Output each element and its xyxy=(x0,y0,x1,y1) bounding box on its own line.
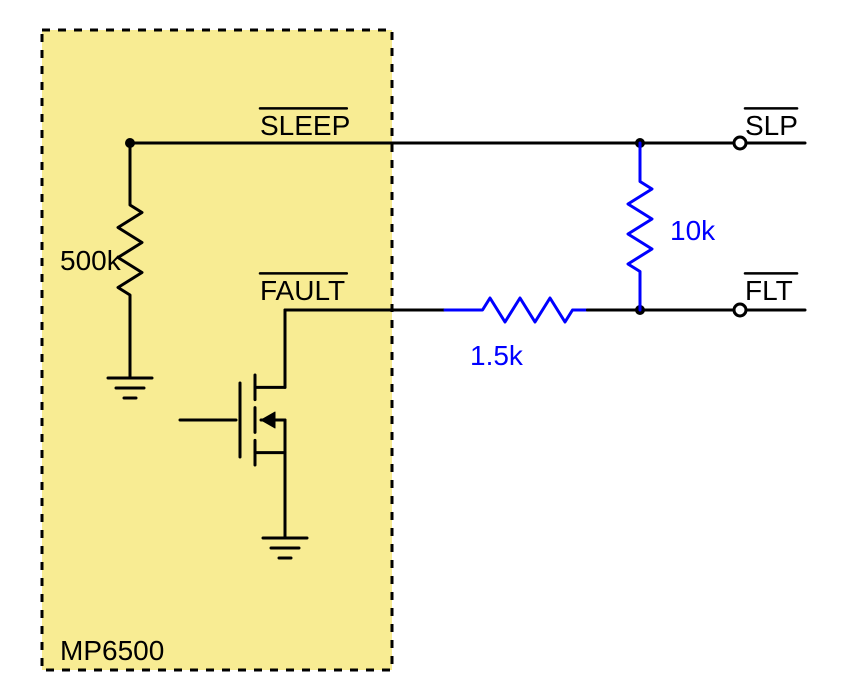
label-slp: SLP xyxy=(745,110,798,141)
label-r1-5k: 1.5k xyxy=(470,340,524,371)
label-r10k: 10k xyxy=(670,215,716,246)
label-flt: FLT xyxy=(745,275,793,306)
label-r500k: 500k xyxy=(60,245,122,276)
chip-label: MP6500 xyxy=(60,635,164,666)
circuit-diagram: MP6500 SLEEP SLP 500k 1.5k FAULT FLT 10k xyxy=(0,0,842,700)
label-sleep: SLEEP xyxy=(260,110,350,141)
label-fault: FAULT xyxy=(260,275,345,306)
